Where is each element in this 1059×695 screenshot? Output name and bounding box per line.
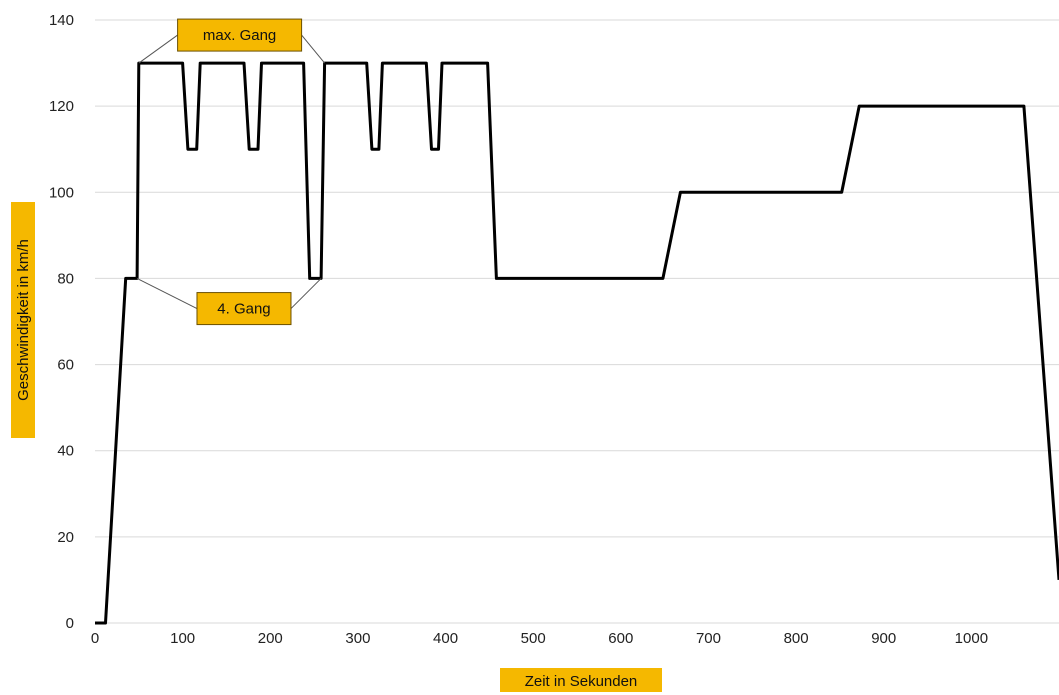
series-layer <box>95 61 1059 625</box>
x-tick-label: 100 <box>170 630 195 647</box>
annotation-leader-line <box>136 277 198 310</box>
y-tick-label: 20 <box>57 529 74 546</box>
y-tick-label: 80 <box>57 270 74 287</box>
x-tick-label: 800 <box>784 630 809 647</box>
speed-series-line <box>95 61 1059 625</box>
annotation-label: max. Gang <box>203 27 276 44</box>
x-axis-title-background <box>500 668 662 692</box>
y-tick-label: 120 <box>49 98 74 115</box>
annotation-box <box>196 292 292 326</box>
y-axis-title-background <box>11 202 35 438</box>
x-tick-label: 0 <box>91 630 99 647</box>
x-tick-label: 300 <box>345 630 370 647</box>
annotation-leader-line <box>290 278 322 309</box>
x-tick-label: 500 <box>521 630 546 647</box>
x-tick-label: 600 <box>608 630 633 647</box>
y-axis-title: Geschwindigkeit in km/h <box>15 239 32 401</box>
x-tick-label: 200 <box>258 630 283 647</box>
tick-layer: 0 20 40 60 80 100 120 140 0 100 200 300 400 500 600 700… <box>49 12 988 647</box>
x-tick-label: 1000 <box>955 630 988 647</box>
x-tick-label: 900 <box>871 630 896 647</box>
y-tick-label: 60 <box>57 357 74 374</box>
y-tick-label: 0 <box>66 615 74 632</box>
x-axis-title-group: Zeit in Sekunden <box>500 668 662 692</box>
y-tick-label: 100 <box>49 184 74 201</box>
annotation-layer: max. Gang 4. Gang <box>136 18 325 326</box>
x-axis-title: Zeit in Sekunden <box>525 673 638 690</box>
y-axis-title-group: Geschwindigkeit in km/h <box>11 202 35 438</box>
y-tick-label: 140 <box>49 12 74 29</box>
annotation-leader-line <box>301 34 325 64</box>
annotation-label: 4. Gang <box>217 301 270 318</box>
y-tick-label: 40 <box>57 443 74 460</box>
annotation-leader-line <box>138 34 178 64</box>
annotation-box <box>177 18 303 52</box>
x-tick-label: 400 <box>433 630 458 647</box>
x-tick-label: 700 <box>696 630 721 647</box>
